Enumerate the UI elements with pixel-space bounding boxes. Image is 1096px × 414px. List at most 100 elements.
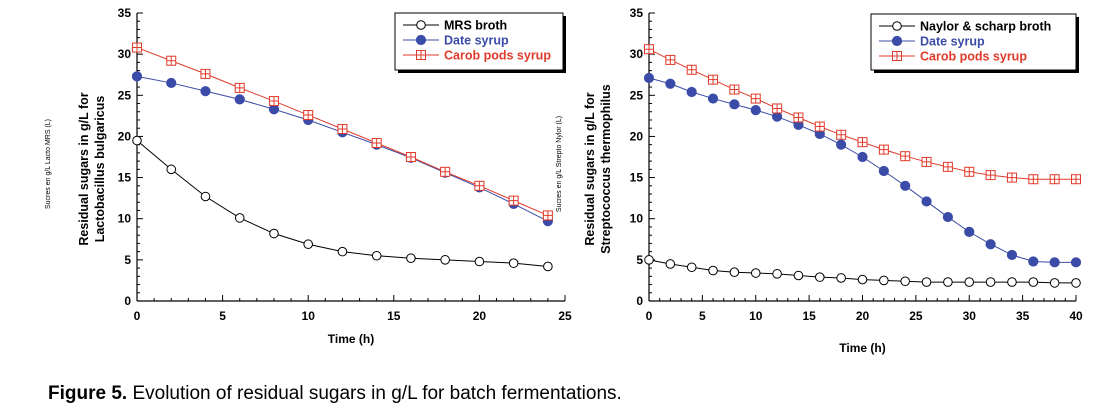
x-tick-label: 0 [134, 309, 141, 323]
y-tick-label: 15 [118, 171, 132, 185]
y-tick-label: 25 [630, 88, 644, 102]
data-point [943, 277, 953, 287]
data-point [900, 180, 911, 191]
caption-text: Evolution of residual sugars in g/L for … [127, 383, 622, 404]
marker-cross [269, 96, 279, 106]
marker-cross [922, 157, 932, 167]
data-point [942, 211, 954, 223]
y-tick-label: 30 [630, 47, 644, 61]
data-point [892, 51, 902, 61]
data-point [1006, 249, 1018, 261]
x-tick-label: 5 [219, 309, 226, 323]
marker-cross [772, 103, 782, 113]
y-tick-label: 35 [630, 6, 644, 20]
marker-cross [474, 181, 484, 191]
data-point [729, 267, 740, 278]
data-point [1028, 174, 1039, 185]
data-point [707, 93, 719, 104]
data-point [772, 269, 782, 279]
data-point [921, 156, 932, 167]
data-point [1007, 277, 1017, 287]
data-point [900, 151, 911, 162]
marker-cross [200, 69, 210, 79]
marker-cross [858, 137, 867, 147]
y-axis-label-line1: Residual sugars in g/L for [583, 92, 597, 245]
legend-item: Carob pods syrup [403, 49, 551, 63]
series-carob-pods-syrup [644, 44, 1081, 185]
x-axis-label: Time (h) [839, 341, 885, 355]
caption-label: Figure 5. [48, 383, 128, 404]
data-point [836, 273, 846, 283]
x-tick-label: 15 [387, 309, 401, 323]
legend-label: MRS broth [444, 19, 507, 33]
data-point [708, 265, 718, 276]
data-point [303, 239, 314, 250]
data-point [686, 64, 697, 75]
marker-cross [836, 130, 846, 140]
y-axis-label-line1: Residual sugars in g/L for [77, 92, 91, 245]
marker-cross [879, 145, 889, 155]
series-naylor-scharp-broth [644, 255, 1081, 288]
x-tick-label: 30 [963, 309, 977, 323]
marker-cross [644, 44, 654, 54]
marker-cross [416, 50, 426, 60]
marker-cross [892, 51, 902, 61]
marker-cross [1007, 173, 1017, 183]
data-point [1006, 172, 1017, 183]
data-point [772, 103, 783, 114]
data-point [542, 210, 553, 221]
data-point [814, 121, 825, 132]
data-point [337, 124, 348, 135]
data-point [474, 256, 485, 267]
marker-cross [406, 152, 416, 162]
legend-label: Carob pods syrup [920, 50, 1027, 64]
marker-cross [964, 167, 974, 177]
data-point [405, 152, 416, 162]
data-point [268, 104, 280, 115]
data-point [644, 255, 654, 265]
y-axis-label-line2: Lactobacillus bulgaricus [93, 96, 107, 243]
y-tick-label: 15 [630, 171, 644, 185]
legend-box [870, 13, 1077, 71]
data-point [508, 195, 519, 206]
y-tick-label: 10 [630, 212, 644, 226]
marker-cross [337, 124, 347, 134]
data-point [793, 270, 804, 281]
legend-label: Date syrup [920, 35, 985, 49]
series-date-syrup [643, 72, 1082, 268]
data-point [415, 34, 427, 46]
y-tick-label: 10 [118, 212, 132, 226]
marker-cross [1028, 174, 1038, 184]
data-point [665, 259, 676, 269]
legend-label: Naylor & scharp broth [920, 20, 1051, 34]
y-tick-label: 20 [118, 129, 132, 143]
legend-item: Date syrup [879, 35, 985, 49]
marker-cross [687, 65, 697, 75]
data-point [772, 111, 783, 122]
legend-item: MRS broth [403, 19, 507, 33]
y-tick-label: 25 [118, 88, 132, 102]
data-point [440, 255, 450, 265]
data-point [337, 246, 348, 257]
data-point [166, 55, 177, 66]
data-point [891, 35, 903, 47]
figure: 0 5 10 15 20 25 30 35 0 5 10 15 20 25 Time (h) Residual… [45, 6, 1083, 355]
marker-cross [1071, 174, 1081, 184]
data-point [1049, 174, 1060, 185]
data-point [857, 151, 868, 163]
x-tick-label: 0 [646, 309, 653, 323]
data-point [166, 164, 177, 175]
data-point [371, 138, 382, 149]
x-axis-label: Time (h) [328, 332, 374, 346]
data-point [665, 54, 676, 65]
data-point [166, 77, 177, 89]
y-tick-label: 30 [118, 47, 132, 61]
data-point [750, 104, 761, 116]
data-point [268, 96, 279, 107]
x-tick-label: 20 [856, 309, 870, 323]
marker-cross [751, 94, 761, 104]
x-tick-label: 10 [749, 309, 763, 323]
side-label: Sucres en g/L Strepto Nylor (L) [556, 116, 563, 212]
marker-cross [303, 110, 313, 120]
data-point [234, 213, 245, 223]
